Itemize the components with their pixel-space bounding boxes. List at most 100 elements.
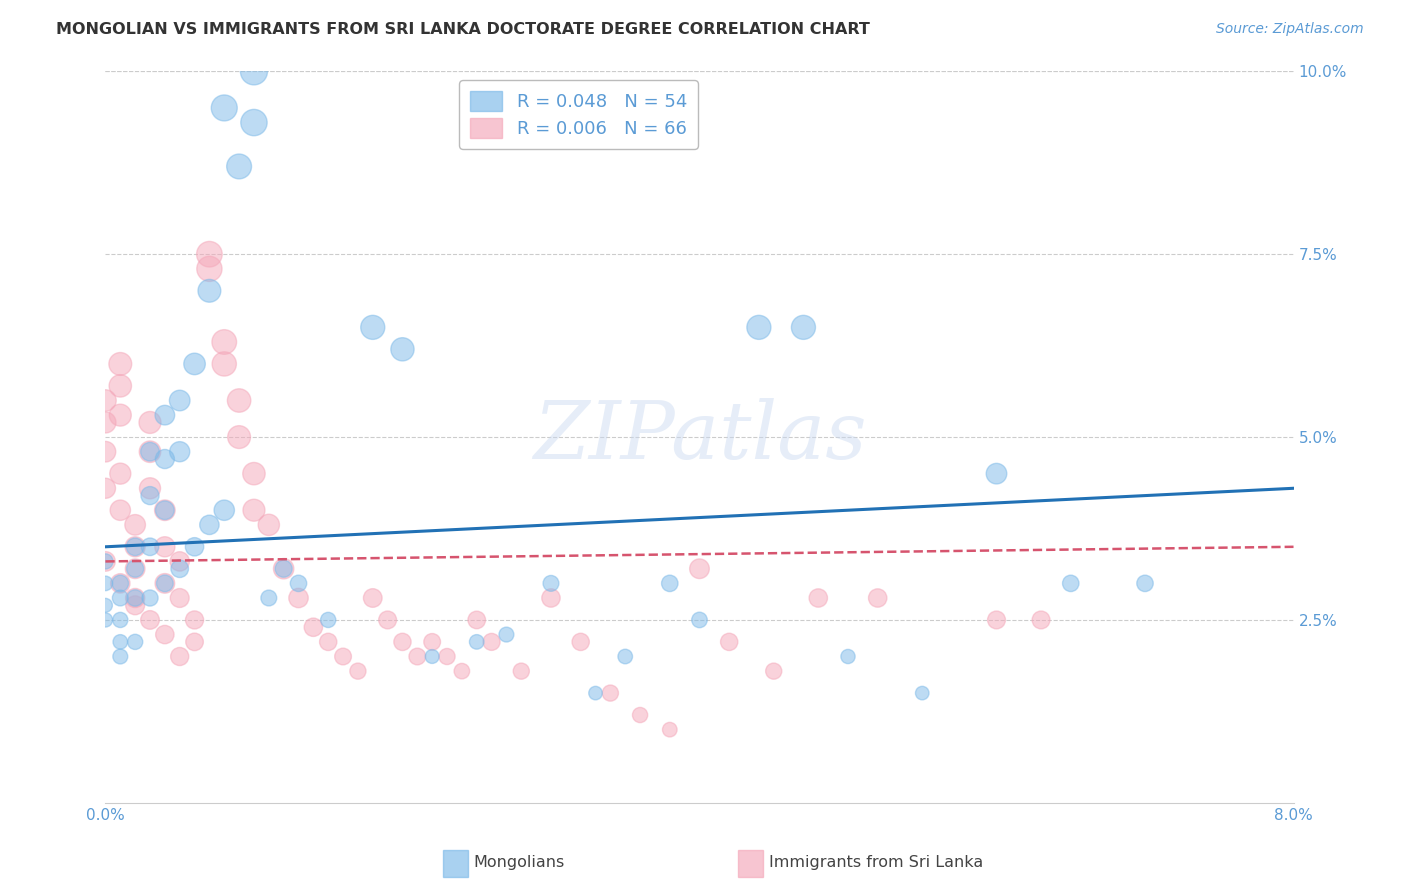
Point — [347, 664, 370, 678]
Point — [599, 686, 621, 700]
Point — [287, 591, 309, 605]
Point — [273, 562, 295, 576]
Point — [481, 635, 503, 649]
Point — [228, 430, 250, 444]
Point — [183, 357, 205, 371]
Point — [628, 708, 651, 723]
Point — [110, 635, 132, 649]
Point — [139, 444, 162, 458]
Point — [139, 444, 162, 458]
Point — [110, 576, 132, 591]
FancyBboxPatch shape — [738, 850, 763, 877]
Point — [228, 160, 250, 174]
Point — [316, 635, 339, 649]
Point — [614, 649, 637, 664]
Point — [986, 613, 1008, 627]
Point — [124, 591, 146, 605]
Point — [273, 562, 295, 576]
Point — [792, 320, 814, 334]
Point — [243, 115, 266, 129]
Point — [139, 416, 162, 430]
Point — [391, 635, 413, 649]
Point — [183, 635, 205, 649]
Point — [124, 635, 146, 649]
Point — [214, 101, 236, 115]
Point — [465, 635, 488, 649]
Point — [658, 723, 681, 737]
Point — [911, 686, 934, 700]
Text: Immigrants from Sri Lanka: Immigrants from Sri Lanka — [769, 855, 983, 870]
Point — [124, 599, 146, 613]
Point — [169, 591, 191, 605]
Point — [243, 64, 266, 78]
Point — [169, 562, 191, 576]
Point — [257, 517, 280, 532]
Point — [718, 635, 741, 649]
Point — [658, 576, 681, 591]
Point — [257, 591, 280, 605]
Point — [153, 540, 176, 554]
Point — [110, 591, 132, 605]
Point — [361, 591, 384, 605]
Point — [110, 467, 132, 481]
Point — [94, 613, 117, 627]
Point — [94, 393, 117, 408]
Point — [391, 343, 413, 357]
Point — [287, 576, 309, 591]
Point — [94, 576, 117, 591]
Point — [748, 320, 770, 334]
Point — [198, 284, 221, 298]
Point — [540, 591, 562, 605]
Point — [436, 649, 458, 664]
Point — [762, 664, 785, 678]
Point — [198, 247, 221, 261]
Point — [585, 686, 607, 700]
Point — [139, 591, 162, 605]
Point — [243, 503, 266, 517]
Point — [540, 576, 562, 591]
Point — [837, 649, 859, 664]
Point — [110, 379, 132, 393]
Point — [124, 517, 146, 532]
Point — [94, 599, 117, 613]
Point — [420, 635, 443, 649]
Point — [169, 393, 191, 408]
Point — [510, 664, 533, 678]
Point — [183, 540, 205, 554]
Point — [124, 591, 146, 605]
Point — [807, 591, 830, 605]
Point — [94, 554, 117, 568]
Point — [377, 613, 399, 627]
Legend: R = 0.048   N = 54, R = 0.006   N = 66: R = 0.048 N = 54, R = 0.006 N = 66 — [458, 80, 697, 149]
Point — [94, 444, 117, 458]
Point — [110, 649, 132, 664]
Point — [1133, 576, 1156, 591]
Point — [169, 444, 191, 458]
Point — [214, 503, 236, 517]
Text: MONGOLIAN VS IMMIGRANTS FROM SRI LANKA DOCTORATE DEGREE CORRELATION CHART: MONGOLIAN VS IMMIGRANTS FROM SRI LANKA D… — [56, 22, 870, 37]
Point — [110, 357, 132, 371]
Point — [183, 613, 205, 627]
Point — [169, 554, 191, 568]
Point — [420, 649, 443, 664]
Point — [94, 416, 117, 430]
Point — [689, 562, 711, 576]
Point — [110, 503, 132, 517]
Text: ZIPatlas: ZIPatlas — [533, 399, 866, 475]
Point — [1029, 613, 1052, 627]
Point — [139, 540, 162, 554]
Point — [153, 452, 176, 467]
Point — [124, 540, 146, 554]
Point — [110, 613, 132, 627]
Point — [332, 649, 354, 664]
Text: Mongolians: Mongolians — [474, 855, 565, 870]
Point — [495, 627, 517, 641]
Text: Source: ZipAtlas.com: Source: ZipAtlas.com — [1216, 22, 1364, 37]
Point — [228, 393, 250, 408]
Point — [153, 408, 176, 422]
Point — [406, 649, 429, 664]
Point — [198, 517, 221, 532]
Point — [124, 540, 146, 554]
Point — [169, 649, 191, 664]
Point — [361, 320, 384, 334]
